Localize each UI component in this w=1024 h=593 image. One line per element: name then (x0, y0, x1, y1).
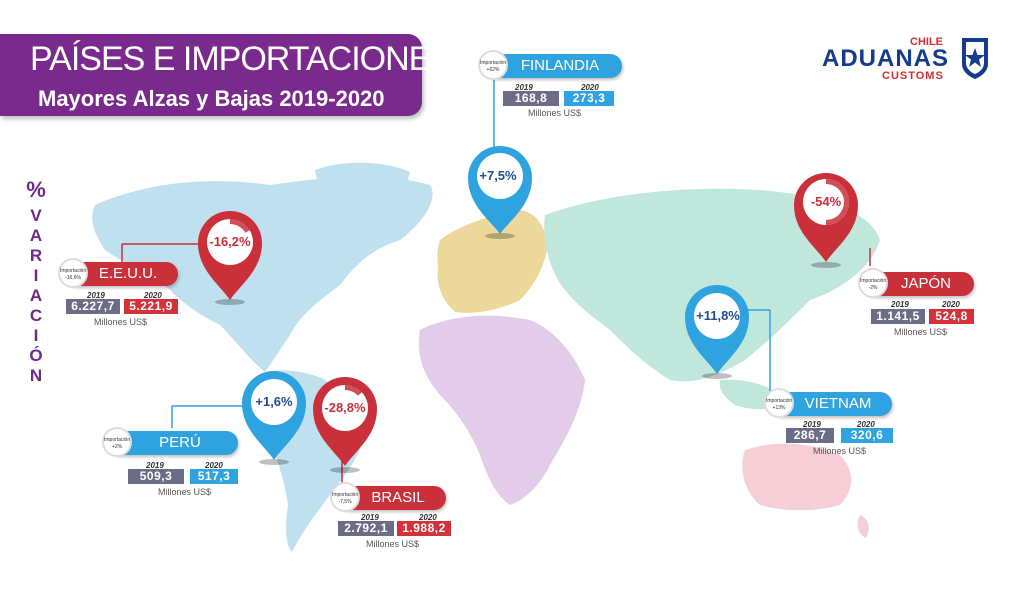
vietnam-pill: Importación +13% VIETNAM (764, 388, 892, 418)
eeuu-badge: Importación -16,6% (58, 258, 88, 288)
japon-year-2019: 2019 (891, 300, 909, 309)
side-letter: N (29, 366, 43, 385)
peru-pin-label: +1,6% (255, 394, 293, 409)
peru-pill: Importación +2% PERÚ (102, 427, 238, 457)
finlandia-year-2020: 2020 (581, 83, 599, 92)
side-letter: Ó (29, 346, 43, 365)
side-letter: A (29, 226, 43, 245)
eeuu-pill: Importación -16,6% E.E.U.U. (58, 258, 178, 288)
pin-japon (794, 173, 858, 268)
vietnam-badge: Importación +13% (764, 388, 794, 418)
japon-value-2020: 524,8 (929, 309, 974, 324)
logo-aduanas-text: ADUANAS (822, 45, 949, 72)
peru-name: PERÚ (159, 434, 201, 451)
page-title: PAÍSES E IMPORTACIONES (30, 40, 453, 78)
vietnam-year-2019: 2019 (803, 420, 821, 429)
vietnam-year-2020: 2020 (857, 420, 875, 429)
eeuu-value-2020: 5.221,9 (124, 299, 178, 314)
side-letter: R (29, 246, 43, 265)
japon-badge: Importación -2% (858, 268, 888, 298)
pin-vietnam (685, 285, 749, 379)
peru-year-2019: 2019 (146, 461, 164, 470)
vietnam-value-2019: 286,7 (786, 428, 834, 443)
eeuu-name: E.E.U.U. (98, 265, 158, 282)
brasil-value-2020: 1.988,2 (397, 521, 451, 536)
finlandia-year-2019: 2019 (515, 83, 533, 92)
japon-pill: Importación -2% JAPÓN (858, 268, 974, 298)
asia-region (544, 188, 880, 382)
finlandia-badge: Importación +62% (478, 50, 508, 80)
eeuu-unit: Millones US$ (94, 317, 148, 327)
brasil-pill: Importación -7,5% BRASIL (330, 482, 446, 512)
page-subtitle: Mayores Alzas y Bajas 2019-2020 (38, 86, 385, 111)
vietnam-name: VIETNAM (804, 395, 872, 412)
australia-region (742, 443, 852, 511)
japon-name: JAPÓN (900, 275, 951, 292)
title-banner: PAÍSES E IMPORTACIONES Mayores Alzas y B… (0, 34, 453, 116)
percent-symbol: % (26, 177, 46, 202)
finlandia-pin-label: +7,5% (479, 168, 517, 183)
side-letter: I (33, 266, 39, 285)
japon-pin-label: -54% (810, 194, 842, 209)
pin-peru (242, 371, 306, 465)
side-letter: C (29, 306, 43, 325)
peru-unit: Millones US$ (158, 487, 212, 497)
new-zealand-region (857, 515, 869, 538)
brasil-year-2019: 2019 (361, 513, 379, 522)
shield-icon (962, 38, 988, 79)
eeuu-pin-label: -16,2% (209, 234, 251, 249)
pin-eeuu (198, 211, 262, 305)
brasil-badge: Importación -7,5% (330, 482, 360, 512)
brasil-unit: Millones US$ (366, 539, 420, 549)
pin-brasil (313, 377, 377, 473)
finlandia-value-2020: 273,3 (564, 91, 614, 106)
side-letter: A (29, 286, 43, 305)
brasil-value-2019: 2.792,1 (338, 521, 394, 536)
eeuu-value-2019: 6.227,7 (66, 299, 120, 314)
europe-region (437, 210, 548, 313)
vietnam-pin-label: +11,8% (696, 308, 740, 323)
peru-value-2020: 517,3 (190, 469, 238, 484)
side-letter: V (30, 206, 42, 225)
eeuu-year-2019: 2019 (87, 291, 105, 300)
peru-year-2020: 2020 (205, 461, 223, 470)
vietnam-value-2020: 320,6 (841, 428, 893, 443)
brasil-year-2020: 2020 (419, 513, 437, 522)
peru-value-2019: 509,3 (128, 469, 184, 484)
japon-value-2019: 1.141,5 (871, 309, 925, 324)
brasil-pin-label: -28,8% (324, 400, 366, 415)
japon-unit: Millones US$ (894, 327, 948, 337)
logo-chile-text: CHILE (910, 36, 943, 48)
variation-side-label: % V A R I A C I Ó N (24, 177, 48, 386)
vietnam-unit: Millones US$ (813, 446, 867, 456)
peru-badge: Importación +2% (102, 427, 132, 457)
finlandia-name: FINLANDIA (520, 57, 600, 74)
finlandia-unit: Millones US$ (528, 108, 582, 118)
brasil-name: BRASIL (371, 489, 425, 506)
greenland-region (315, 162, 410, 212)
aduanas-logo: CHILE ADUANAS CUSTOMS (818, 36, 1004, 88)
north-america-region (92, 176, 433, 372)
eeuu-year-2020: 2020 (144, 291, 162, 300)
logo-customs-text: CUSTOMS (882, 70, 944, 82)
finlandia-pill: Importación +62% FINLANDIA (478, 50, 622, 80)
finlandia-value-2019: 168,8 (503, 91, 559, 106)
africa-region (418, 315, 585, 505)
japon-year-2020: 2020 (942, 300, 960, 309)
side-letter: I (33, 326, 39, 345)
pin-finlandia (468, 146, 532, 239)
